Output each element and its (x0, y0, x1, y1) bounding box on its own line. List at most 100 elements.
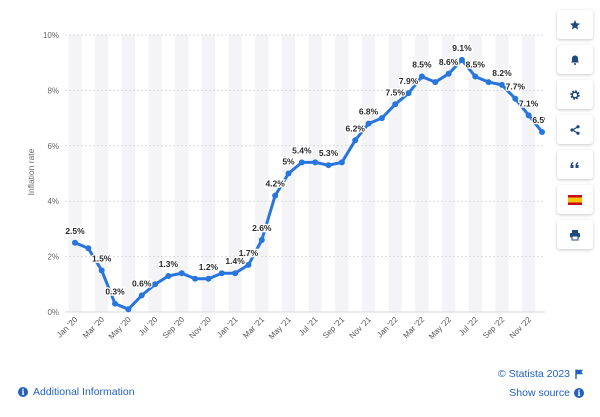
x-tick-label: Nov '20 (187, 315, 213, 341)
data-point[interactable] (338, 159, 345, 166)
y-tick-label: 2% (47, 253, 59, 262)
y-tick-label: 10% (43, 31, 59, 40)
data-point[interactable] (285, 170, 292, 177)
data-label: 1.4% (225, 256, 245, 266)
language-button[interactable] (557, 185, 593, 214)
chart-band (201, 35, 216, 312)
data-label: 7.5% (386, 87, 406, 97)
data-point[interactable] (298, 159, 305, 166)
data-point[interactable] (458, 56, 465, 63)
data-point[interactable] (325, 162, 332, 169)
show-source-link[interactable]: Show source i (498, 387, 584, 399)
x-tick-label: Mar '22 (401, 315, 426, 340)
x-tick-label: Jan '20 (55, 315, 80, 340)
data-point[interactable] (405, 90, 412, 97)
data-point[interactable] (232, 270, 239, 277)
chart-band (415, 35, 429, 312)
x-tick-label: Nov '22 (508, 315, 534, 341)
x-tick-label: May '21 (267, 315, 293, 341)
data-point[interactable] (258, 236, 265, 243)
data-point[interactable] (378, 115, 385, 122)
print-button[interactable] (557, 220, 593, 249)
print-icon (570, 229, 580, 240)
data-point[interactable] (485, 79, 492, 86)
chart-band (255, 35, 269, 312)
cite-button[interactable] (557, 150, 593, 179)
data-point[interactable] (178, 270, 185, 277)
data-label: 6.2% (346, 123, 366, 133)
chart-band (335, 35, 349, 312)
notification-button[interactable] (557, 45, 593, 74)
data-point[interactable] (512, 95, 519, 102)
x-tick-label: Jul '22 (457, 315, 480, 338)
data-point[interactable] (498, 81, 505, 88)
data-point[interactable] (138, 292, 145, 299)
data-point[interactable] (525, 112, 532, 119)
data-label: 4.2% (265, 179, 285, 189)
additional-information-label: Additional Information (33, 386, 135, 398)
data-point[interactable] (445, 70, 452, 77)
credit-label: © Statista 2023 (498, 368, 570, 380)
data-point[interactable] (432, 79, 439, 86)
data-label: 8.6% (439, 57, 459, 67)
data-label: 6.8% (359, 107, 379, 117)
footer-right: © Statista 2023 Show source i (498, 368, 584, 399)
data-label: 2.6% (252, 223, 272, 233)
data-point[interactable] (72, 239, 78, 246)
x-tick-label: May '22 (427, 315, 453, 341)
chart-band (495, 35, 509, 312)
data-point[interactable] (165, 272, 172, 279)
data-label: 1.5% (92, 253, 112, 263)
data-point[interactable] (85, 245, 92, 252)
y-axis-label: Inflation rate (26, 148, 36, 195)
chart-bands (68, 35, 536, 312)
star-icon (570, 19, 580, 29)
chart-band (121, 35, 136, 312)
favorite-button[interactable] (557, 10, 593, 39)
share-button[interactable] (557, 115, 593, 144)
data-label: 7.7% (506, 82, 526, 92)
data-point[interactable] (365, 120, 372, 127)
inflation-line-chart: 0%2%4%6%8%10% Inflation rate Jan '20 Mar … (26, 31, 545, 341)
x-tick-label: Jan '22 (375, 315, 400, 340)
info-icon: i (574, 388, 584, 398)
additional-information-link[interactable]: i Additional Information (18, 386, 135, 398)
data-point[interactable] (125, 306, 132, 313)
data-point[interactable] (352, 137, 359, 144)
info-icon: i (18, 387, 28, 397)
data-point[interactable] (218, 270, 225, 277)
data-point[interactable] (539, 128, 545, 135)
data-label: 7.9% (399, 76, 419, 86)
y-tick-label: 4% (47, 197, 59, 206)
spain-flag-icon (568, 194, 582, 205)
x-tick-label: Jan '21 (215, 315, 240, 340)
chart-band (228, 35, 242, 312)
data-point[interactable] (272, 192, 279, 199)
data-point[interactable] (152, 281, 159, 288)
data-label: 7.1% (519, 98, 539, 108)
data-point[interactable] (312, 159, 319, 166)
data-point[interactable] (205, 275, 212, 282)
statista-credit-link[interactable]: © Statista 2023 (498, 368, 584, 380)
data-point[interactable] (112, 300, 119, 307)
data-point[interactable] (192, 275, 199, 282)
data-point[interactable] (392, 101, 399, 108)
data-point[interactable] (472, 73, 479, 80)
data-label: 8.5% (466, 60, 486, 70)
data-label: 6.5% (532, 115, 545, 125)
y-axis-ticks: 0% 2% 4% 6% 8% 10% (43, 31, 59, 317)
x-axis-ticks: Jan '20 Mar '20 May '20 Jul '20 Sep '20 Nov '… (55, 315, 533, 341)
x-tick-label: Nov '21 (348, 315, 374, 341)
data-label: 5% (282, 157, 295, 167)
y-tick-label: 8% (47, 86, 59, 95)
data-point[interactable] (245, 261, 252, 268)
data-label: 0.3% (105, 287, 125, 297)
x-tick-label: May '20 (107, 315, 133, 341)
data-point[interactable] (418, 73, 425, 80)
data-label: 5.4% (292, 145, 312, 155)
settings-button[interactable] (557, 80, 593, 109)
data-labels: 2.5% 1.5% 0.3% 0.6% 1.3% 1.2% 1.4%1.7% 2.6% 4.2%… (64, 42, 545, 298)
data-point[interactable] (98, 267, 105, 274)
toolbar-sidebar (557, 10, 593, 255)
data-label: 8.2% (492, 68, 512, 78)
